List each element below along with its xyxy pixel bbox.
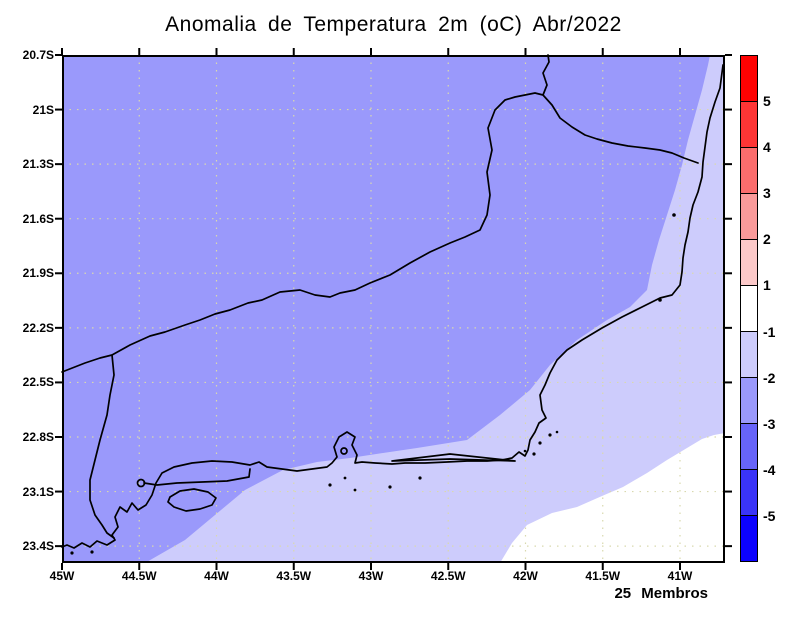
- colorbar-tick-label: 3: [763, 185, 771, 202]
- lon-tick-label: 43.5W: [276, 569, 312, 583]
- marambaia-west-island: [136, 478, 146, 488]
- colorbar-segment: [741, 286, 757, 332]
- colorbar-tick-label: -5: [763, 507, 776, 524]
- lat-tick-label: 23.1S: [22, 484, 54, 499]
- map-frame-border: [62, 55, 725, 563]
- ilha-grande-island: [167, 488, 217, 512]
- anomaly-region-minus1-plus1: [500, 433, 725, 563]
- lon-tick-label: 43W: [358, 569, 384, 583]
- lat-tick-label: 22.2S: [22, 320, 54, 335]
- lat-tick-label: 22.5S: [22, 375, 54, 390]
- map-plot-area: [55, 48, 732, 570]
- colorbar-tick-label: 2: [763, 231, 771, 248]
- members-annotation: 25 Membros: [614, 585, 708, 602]
- small-islands: [70, 213, 676, 555]
- lon-tick-label: 42.5W: [430, 569, 466, 583]
- map-title: Anomalia de Temperatura 2m (oC) Abr/2022: [165, 13, 622, 36]
- governador-island: [340, 447, 348, 455]
- lon-tick-label: 44.5W: [121, 569, 157, 583]
- lat-tick-label: 23.4S: [22, 539, 54, 554]
- colorbar-segment: [741, 148, 757, 194]
- lat-tick-label: 20.7S: [22, 48, 54, 62]
- colorbar: [740, 55, 758, 562]
- colorbar-tick-label: -3: [763, 415, 776, 432]
- colorbar-tick-label: -2: [763, 369, 776, 386]
- colorbar-segment: [741, 470, 757, 516]
- state-borders-path: [61, 54, 699, 539]
- colorbar-tick-label: 5: [763, 93, 771, 110]
- marambaia-strip: [143, 468, 251, 486]
- lon-tick-label: 41W: [667, 569, 693, 583]
- anomaly-map: [55, 48, 732, 570]
- colorbar-segment: [741, 424, 757, 470]
- anomaly-region-minus2-minus1: [145, 55, 725, 563]
- colorbar-tick-label: -1: [763, 323, 776, 340]
- colorbar-segment: [741, 194, 757, 240]
- colorbar-segment: [741, 516, 757, 561]
- lon-tick-label: 41.5W: [585, 569, 621, 583]
- lon-tick-label: 44W: [204, 569, 229, 583]
- colorbar-segment: [741, 378, 757, 424]
- lat-tick-label: 21.9S: [22, 266, 54, 281]
- axis-ticks: [55, 48, 732, 570]
- lon-tick-label: 42W: [513, 569, 538, 583]
- lat-tick-label: 21.6S: [22, 211, 54, 226]
- coastal-lagoons: [391, 453, 516, 462]
- colorbar-segment: [741, 56, 757, 102]
- lat-tick-label: 21S: [32, 102, 54, 117]
- lat-tick-label: 21.3S: [22, 157, 54, 172]
- coastline-path: [61, 64, 724, 549]
- lat-tick-label: 22.8S: [22, 429, 54, 444]
- colorbar-segment: [741, 240, 757, 286]
- lon-tick-label: 45W: [49, 569, 75, 583]
- colorbar-tick-label: -4: [763, 461, 776, 478]
- colorbar-tick-label: 4: [763, 139, 771, 156]
- colorbar-segment: [741, 102, 757, 148]
- colorbar-tick-label: 1: [763, 277, 771, 294]
- colorbar-segment: [741, 332, 757, 378]
